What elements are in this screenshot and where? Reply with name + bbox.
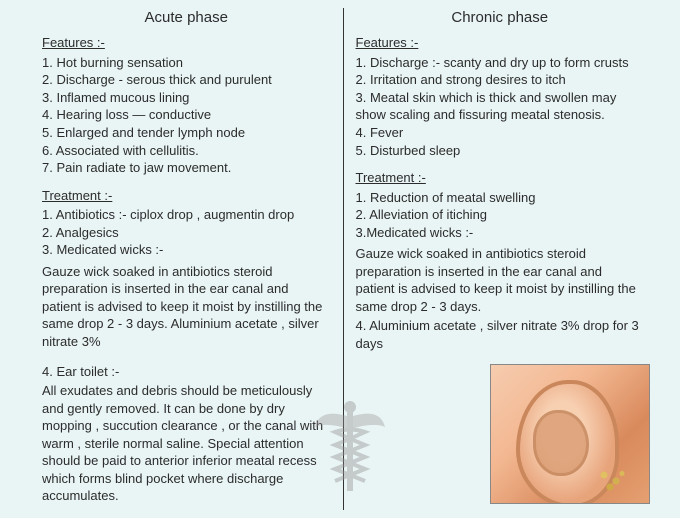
ear-toilet-paragraph: All exudates and debris should be meticu… [42,382,331,505]
list-item: 5. Disturbed sleep [356,142,645,160]
list-item: 1. Reduction of meatal swelling [356,189,645,207]
acute-features-heading: Features :- [42,34,331,52]
list-item: 4. Hearing loss — conductive [42,106,331,124]
acute-treatment-list: 1. Antibiotics :- ciplox drop , augmenti… [42,206,331,259]
chronic-treatment-heading: Treatment :- [356,169,645,187]
caduceus-icon [310,397,390,512]
ear-toilet-heading: 4. Ear toilet :- [42,363,331,381]
acute-wick-paragraph: Gauze wick soaked in antibiotics steroid… [42,263,331,351]
chronic-title: Chronic phase [356,8,645,28]
list-item: 5. Enlarged and tender lymph node [42,124,331,142]
list-item: 2. Analgesics [42,224,331,242]
chronic-wick-paragraph: Gauze wick soaked in antibiotics steroid… [356,245,645,315]
list-item: 4. Fever [356,124,645,142]
chronic-features-heading: Features :- [356,34,645,52]
list-item: 3.Medicated wicks :- [356,224,645,242]
list-item: 3. Inflamed mucous lining [42,89,331,107]
list-item: 3. Meatal skin which is thick and swolle… [356,89,645,124]
list-item: 1. Hot burning sensation [42,54,331,72]
acute-features-list: 1. Hot burning sensation 2. Discharge - … [42,54,331,177]
acute-treatment-heading: Treatment :- [42,187,331,205]
list-item: 7. Pain radiate to jaw movement. [42,159,331,177]
list-item: 6. Associated with cellulitis. [42,142,331,160]
ear-lesions-detail [592,466,632,496]
list-item: 3. Medicated wicks :- [42,241,331,259]
list-item: 1. Discharge :- scanty and dry up to for… [356,54,645,72]
list-item: 2. Alleviation of itiching [356,206,645,224]
chronic-features-list: 1. Discharge :- scanty and dry up to for… [356,54,645,159]
acute-title: Acute phase [42,8,331,28]
list-item: 1. Antibiotics :- ciplox drop , augmenti… [42,206,331,224]
chronic-final-item: 4. Aluminium acetate , silver nitrate 3%… [356,317,645,352]
list-item: 2. Irritation and strong desires to itch [356,71,645,89]
chronic-treatment-list: 1. Reduction of meatal swelling 2. Allev… [356,189,645,242]
list-item: 2. Discharge - serous thick and purulent [42,71,331,89]
acute-phase-column: Acute phase Features :- 1. Hot burning s… [30,8,344,510]
